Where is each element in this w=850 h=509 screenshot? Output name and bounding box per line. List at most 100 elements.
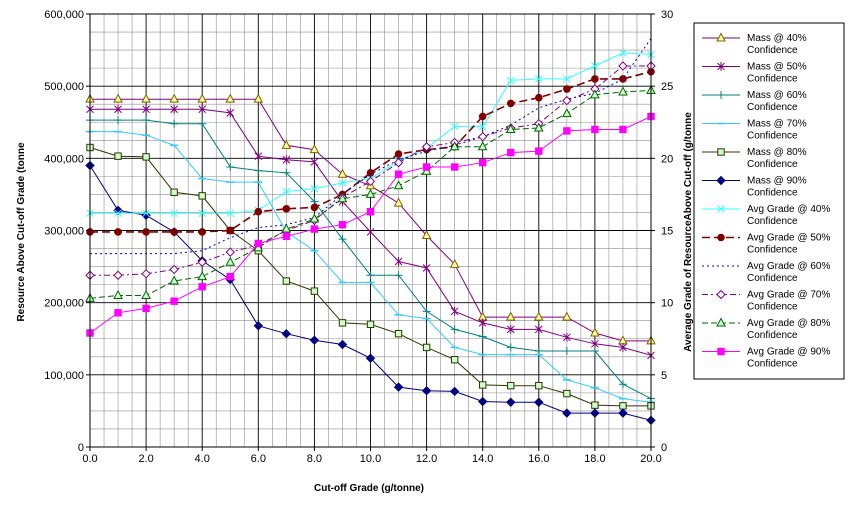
legend-label-line: Confidence — [747, 273, 798, 284]
legend-label-line: Confidence — [747, 188, 798, 199]
data-point — [534, 347, 543, 356]
data-point — [366, 208, 375, 216]
legend-marker-sample — [717, 205, 725, 213]
data-point — [563, 127, 571, 135]
data-point — [198, 192, 206, 200]
data-point — [282, 205, 291, 213]
axes: 0.0 2.0 4.0 6.0 8.0 10.0 12.0 14.0 16.0 18.0 20.00… — [44, 9, 673, 465]
data-point — [366, 271, 375, 280]
legend-label-line: Mass @ 40% — [747, 33, 807, 44]
plot-series — [85, 38, 656, 426]
data-point — [114, 104, 122, 114]
data-point — [169, 264, 179, 275]
data-point — [421, 142, 432, 152]
data-point — [114, 309, 122, 317]
data-point — [142, 153, 150, 161]
legend-marker-sample — [717, 347, 725, 356]
x-tick-label: 18.0 — [584, 453, 605, 465]
data-point — [393, 382, 404, 392]
data-point — [393, 180, 404, 190]
legend-label-line: Mass @ 70% — [747, 119, 807, 130]
data-point — [253, 321, 264, 331]
data-point — [281, 328, 292, 339]
data-point — [619, 49, 627, 57]
data-point — [254, 166, 263, 175]
y2-tick-label: 30 — [661, 9, 673, 21]
data-point — [365, 188, 376, 198]
legend-entry: Mass @ 50% Confidence — [702, 62, 807, 85]
data-point — [142, 304, 150, 313]
data-point — [254, 239, 263, 248]
grid — [89, 13, 652, 448]
series-9 — [90, 38, 652, 255]
data-point — [506, 76, 515, 85]
legend-label-line: Avg Grade @ 90% — [747, 347, 830, 358]
data-point — [422, 343, 431, 352]
data-point — [282, 168, 291, 177]
data-point — [114, 228, 122, 236]
data-point — [366, 320, 375, 329]
y-tick-label: 400,000 — [44, 153, 84, 165]
data-point — [534, 397, 544, 407]
data-point — [169, 93, 179, 103]
data-point — [619, 75, 627, 83]
legend-entry: Mass @ 70% Confidence — [702, 119, 807, 142]
data-point — [198, 209, 207, 218]
data-point — [226, 162, 235, 171]
series-line — [89, 90, 652, 299]
data-point — [198, 283, 206, 291]
y2-tick-label: 15 — [661, 226, 673, 238]
legend-entry: Mass @ 40% Confidence — [702, 32, 807, 56]
data-point — [198, 228, 206, 236]
x-tick-label: 8.0 — [307, 453, 322, 465]
data-point — [282, 187, 291, 196]
data-point — [337, 193, 348, 203]
data-point — [422, 263, 431, 273]
data-point — [170, 119, 179, 128]
data-point — [562, 408, 572, 418]
data-point — [618, 380, 627, 389]
data-point — [253, 93, 264, 103]
data-point — [338, 319, 347, 327]
series-line — [90, 65, 651, 276]
x-axis-title: Cut-off Grade (g/tonne) — [314, 483, 424, 494]
data-point — [114, 116, 123, 125]
legend-label: Avg Grade @ 40% Confidence — [747, 204, 830, 227]
data-point — [450, 325, 459, 334]
data-point — [338, 235, 347, 244]
data-point — [169, 275, 179, 285]
data-point — [310, 203, 319, 212]
legend-entry: Avg Grade @ 60% Confidence — [702, 261, 830, 284]
data-point — [310, 157, 319, 167]
data-point — [197, 271, 208, 281]
legend-marker-sample — [717, 148, 725, 156]
data-point — [506, 343, 515, 352]
legend-label-line: Confidence — [747, 245, 798, 256]
data-point — [534, 75, 543, 83]
legend-label-line: Confidence — [747, 102, 798, 113]
data-point — [619, 342, 627, 352]
data-point — [254, 151, 263, 161]
data-point — [422, 163, 431, 171]
legend-label: Mass @ 80% Confidence — [747, 147, 807, 170]
data-point — [450, 306, 459, 316]
data-point — [393, 197, 404, 207]
legend-label-line: Mass @ 50% — [747, 62, 807, 73]
y-axis-title: Resource Above Cut-off Grade (tonne — [16, 142, 27, 322]
legend-entry: Avg Grade @ 80% Confidence — [702, 317, 830, 341]
legend-marker-sample — [716, 289, 726, 300]
series-6 — [85, 160, 656, 426]
legend-label-line: Confidence — [747, 131, 798, 142]
data-point — [281, 139, 292, 149]
data-point — [450, 355, 459, 364]
data-point — [591, 339, 599, 349]
legend-label-line: Confidence — [747, 74, 798, 85]
data-point — [394, 257, 403, 267]
data-point — [535, 93, 543, 102]
data-point — [338, 179, 347, 187]
legend-label-line: Avg Grade @ 80% — [747, 318, 830, 329]
data-point — [422, 307, 431, 316]
data-point — [450, 122, 459, 131]
series-2 — [86, 104, 655, 360]
data-point — [619, 125, 627, 134]
